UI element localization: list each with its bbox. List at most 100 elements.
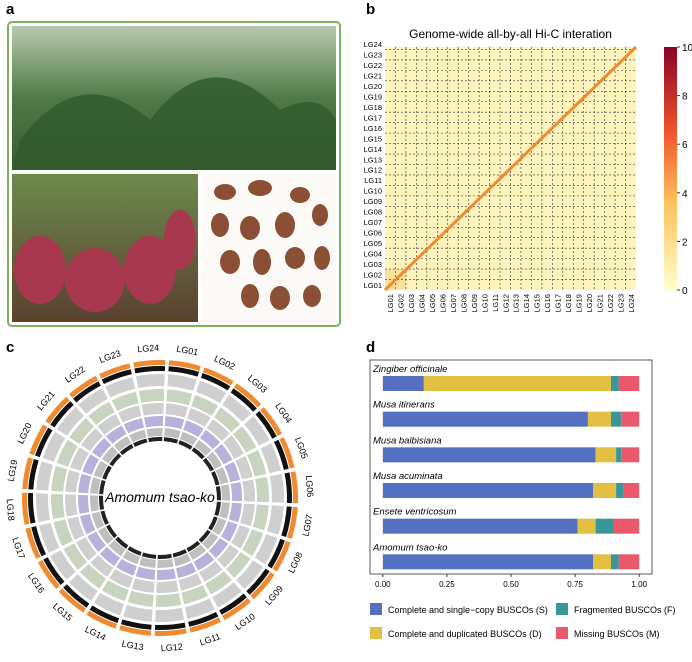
category-label: Amomum tsao-ko [372,542,447,553]
bar-segment [382,554,594,570]
circos-track [260,407,283,436]
circos-track [141,403,164,416]
circos-track [120,619,152,630]
circos-track [208,538,229,559]
circos-track [144,416,164,428]
circos-track [102,465,112,480]
y-tick-label: LG05 [364,239,382,248]
circos-track [178,573,202,591]
photo-seed-shapes [211,180,330,310]
circos-track [87,531,106,553]
circos-track [213,407,240,433]
y-tick-label: LG23 [364,51,382,60]
y-tick-label: LG09 [364,197,382,206]
circos-track [252,504,269,531]
circos-track [206,419,230,441]
x-tick-label: LG14 [522,294,531,312]
circos-track [287,506,298,539]
circos-track [25,527,41,559]
circos-track [123,604,153,622]
chromosome-label: LG21 [35,389,57,412]
circos-track [188,544,207,560]
x-tick-label: 0.50 [503,580,519,589]
circos-track [39,522,60,553]
chromosome-label: LG19 [6,459,20,482]
circos-track [205,570,232,595]
circos-track [208,516,218,531]
x-tick-label: 0.75 [567,580,583,589]
chromosome-label: LG11 [198,631,221,648]
chromosome-label: LG22 [63,364,87,385]
circos-track [28,458,39,490]
circos-track [50,493,65,520]
circos-track [109,569,133,588]
circos-track [260,443,281,474]
diagonal [383,45,638,292]
chromosome-label: LG18 [5,498,17,521]
circos-track [118,405,142,423]
circos-track [200,429,221,450]
colorbar-tick-label: 4 [682,189,688,200]
circos-track [156,580,179,593]
circos-track [198,529,211,543]
circos-track [51,465,68,492]
x-tick-label: LG01 [386,294,395,312]
chromosome-label: LG23 [98,348,122,365]
circos-track [155,607,185,622]
circos-track [50,401,74,428]
x-tick-label: LG21 [595,294,604,312]
circos-track [135,566,156,580]
bar-segment [616,447,622,463]
circos-track [73,381,101,403]
x-tick-label: LG05 [428,294,437,312]
circos-track [78,494,90,514]
chromosome-label: LG20 [15,421,34,445]
chromosome-label: LG01 [176,344,199,358]
chromosome-label: LG09 [263,584,285,607]
circos-track [133,360,166,368]
circos-track [75,537,97,561]
circos-track [194,439,212,456]
x-tick-label: LG16 [543,294,552,312]
circos-track [65,469,80,493]
circos-track [36,461,54,491]
category-label: Musa acuminata [373,471,443,482]
circos-track [202,457,214,472]
bar-segment [610,554,619,570]
circos-track [90,477,101,494]
circos-track [184,598,215,619]
circos-track [235,456,253,480]
circos-track [119,444,134,456]
colorbar-tick-label: 8 [682,92,688,103]
panel-label: b [366,1,375,18]
y-tick-label: LG24 [364,40,382,49]
circos-track [29,424,48,456]
circos-track [168,360,201,371]
circos-track [155,593,182,607]
x-tick-label: LG04 [418,294,427,312]
circos-track [164,416,185,430]
category-label: Musa balbisiana [373,435,442,446]
chromosome-label: LG05 [293,436,310,460]
chromosome-label: LG08 [286,550,305,574]
circos-track [250,571,275,600]
circos-track [36,493,51,523]
circos-track [202,367,234,386]
circos-track [86,610,118,629]
circos-track [101,580,129,602]
circos-track [212,517,227,536]
circos-track [56,407,84,436]
circos-track [53,519,73,547]
legend-swatch [556,603,568,615]
circos-track [122,550,141,565]
chromosome-label: LG14 [83,624,107,643]
circos-track [188,611,219,627]
circos-track [97,413,121,435]
chromosome-label: LG07 [301,514,315,537]
circos-track [27,492,36,524]
bar-segment [593,554,611,570]
bar-segment [595,518,614,534]
circos-track [70,447,89,471]
y-tick-label: LG18 [364,103,382,112]
x-tick-label: LG03 [407,294,416,312]
